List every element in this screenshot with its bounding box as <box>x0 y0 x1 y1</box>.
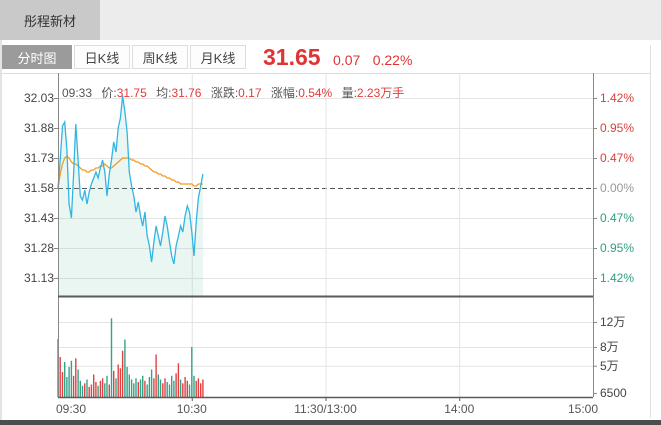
info-price-value: 31.75 <box>116 86 147 100</box>
percent-axis-label: 0.00% <box>600 181 635 195</box>
time-axis-label: 15:00 <box>567 402 598 416</box>
price-change: 0.07 <box>333 52 361 68</box>
price-axis-label: 31.58 <box>23 181 54 195</box>
stock-name-tab[interactable]: 彤程新材 <box>0 0 100 40</box>
info-change-value: 0.17 <box>238 86 262 100</box>
bottom-window-edge <box>0 420 661 425</box>
window-top-bar: 彤程新材 <box>0 0 661 40</box>
info-avg-label: 均: <box>156 86 172 100</box>
right-rule-line <box>650 45 651 418</box>
time-axis-label: 10:30 <box>176 402 207 416</box>
info-volume-value: 2.23万手 <box>356 86 405 100</box>
toolbar-divider <box>0 73 651 74</box>
volume-axis-label: 6500 <box>600 385 627 400</box>
info-change-label: 涨跌: <box>210 86 239 100</box>
tab-monthly-k-label: 月K线 <box>200 50 236 66</box>
volume-axis-label: 8万 <box>600 340 619 354</box>
tab-monthly-k[interactable]: 月K线 <box>190 45 246 69</box>
percent-axis-label: 1.42% <box>600 91 635 105</box>
quote-readout: 31.65 0.07 0.22% <box>263 44 412 72</box>
crosshair-info-bar: 09:33 价:31.75 均:31.76 涨跌:0.17 涨幅:0.54% 量… <box>62 84 405 100</box>
tab-weekly-k-label: 周K线 <box>142 50 178 66</box>
left-window-edge <box>0 40 2 420</box>
tab-daily-k-label: 日K线 <box>84 50 120 66</box>
price-axis-label: 31.13 <box>23 271 54 285</box>
period-tab-bar: 分时图 日K线 周K线 月K线 <box>0 45 661 69</box>
last-price: 31.65 <box>263 44 321 70</box>
tab-intraday[interactable]: 分时图 <box>2 45 72 69</box>
price-axis-label: 31.73 <box>23 151 54 165</box>
tab-daily-k[interactable]: 日K线 <box>74 45 130 69</box>
volume-axis-label: 12万 <box>600 315 626 329</box>
price-axis-label: 31.28 <box>23 241 54 255</box>
price-axis-label: 31.88 <box>23 121 54 135</box>
info-pct-value: 0.54% <box>298 86 333 100</box>
time-axis-label: 14:00 <box>444 402 475 416</box>
info-pct-label: 涨幅: <box>270 86 299 100</box>
percent-axis-label: 0.47% <box>600 211 635 225</box>
percent-axis-label: 0.95% <box>600 241 635 255</box>
info-avg-value: 31.76 <box>171 86 202 100</box>
info-time: 09:33 <box>62 86 93 100</box>
info-volume-label: 量: <box>341 86 357 100</box>
tab-weekly-k[interactable]: 周K线 <box>132 45 188 69</box>
time-axis-label: 09:30 <box>56 402 87 416</box>
price-change-percent: 0.22% <box>372 52 413 68</box>
info-price-label: 价: <box>101 86 117 100</box>
stock-name-label: 彤程新材 <box>23 13 76 29</box>
time-axis-label: 11:30/13:00 <box>294 402 357 416</box>
price-axis-label: 32.03 <box>23 91 54 105</box>
percent-axis-label: 0.95% <box>600 121 635 135</box>
tab-intraday-label: 分时图 <box>17 50 57 66</box>
volume-axis-label: 5万 <box>600 358 619 373</box>
percent-axis-label: 1.42% <box>600 271 635 285</box>
price-axis-label: 31.43 <box>23 211 54 225</box>
percent-axis-label: 0.47% <box>600 151 635 165</box>
